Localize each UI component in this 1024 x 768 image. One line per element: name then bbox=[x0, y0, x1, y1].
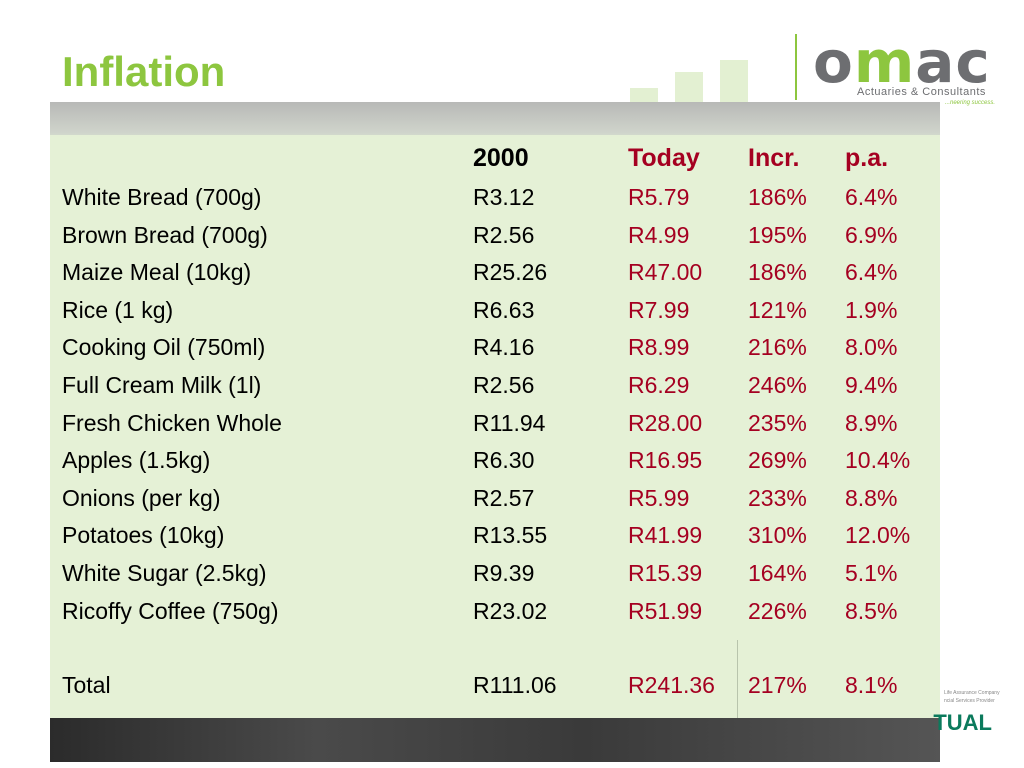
cell-today: R28.00 bbox=[628, 409, 703, 436]
cell-item: Apples (1.5kg) bbox=[62, 447, 211, 474]
cell-y2000: R2.56 bbox=[473, 372, 535, 398]
cell-y2000: R25.26 bbox=[473, 259, 548, 286]
cell-today: R16.95 bbox=[628, 447, 703, 474]
cell-today: R6.29 bbox=[628, 372, 690, 398]
table-row: White Sugar (2.5kg) R9.39 R15.39 164% 5.1% bbox=[62, 556, 942, 590]
cell-pa: 8.5% bbox=[845, 597, 898, 624]
cell-pa: 12.0% bbox=[845, 522, 911, 549]
total-label: Total bbox=[62, 672, 111, 698]
logo-subtitle: Actuaries & Consultants bbox=[857, 86, 986, 98]
cell-pa: 8.0% bbox=[845, 334, 898, 361]
cell-y2000: R3.12 bbox=[473, 184, 535, 210]
cell-today: R15.39 bbox=[628, 560, 703, 586]
table-row: Cooking Oil (750ml) R4.16 R8.99 216% 8.0% bbox=[62, 330, 942, 364]
table-row: Fresh Chicken Whole R11.94 R28.00 235% 8.9% bbox=[62, 406, 942, 440]
table-row: Apples (1.5kg) R6.30 R16.95 269% 10.4% bbox=[62, 443, 942, 477]
background-photo-dark-strip bbox=[50, 718, 940, 762]
cell-incr: 235% bbox=[748, 409, 807, 436]
cell-y2000: R2.57 bbox=[473, 484, 535, 511]
total-pa: 8.1% bbox=[845, 672, 898, 698]
cell-y2000: R2.56 bbox=[473, 221, 535, 248]
cell-incr: 233% bbox=[748, 484, 807, 511]
total-2000: R111.06 bbox=[473, 672, 557, 698]
cell-y2000: R11.94 bbox=[473, 409, 546, 436]
cell-today: R41.99 bbox=[628, 522, 703, 549]
header-pa: p.a. bbox=[845, 144, 889, 172]
cell-y2000: R13.55 bbox=[473, 522, 548, 549]
cell-item: White Sugar (2.5kg) bbox=[62, 560, 267, 586]
table-row: Maize Meal (10kg) R25.26 R47.00 186% 6.4% bbox=[62, 255, 942, 289]
total-today: R241.36 bbox=[628, 672, 715, 698]
table-panel bbox=[50, 135, 940, 718]
decorative-bar bbox=[675, 72, 703, 102]
slide-title: Inflation bbox=[62, 48, 226, 95]
cell-today: R5.99 bbox=[628, 484, 690, 511]
cell-pa: 6.4% bbox=[845, 259, 898, 286]
cell-pa: 6.4% bbox=[845, 184, 898, 210]
cell-pa: 10.4% bbox=[845, 447, 911, 474]
cell-today: R5.79 bbox=[628, 184, 690, 210]
table-row: Potatoes (10kg) R13.55 R41.99 310% 12.0% bbox=[62, 518, 942, 552]
table-row: Ricoffy Coffee (750g) R23.02 R51.99 226% 8.5… bbox=[62, 594, 942, 628]
cell-today: R4.99 bbox=[628, 221, 690, 248]
cell-y2000: R6.63 bbox=[473, 296, 535, 323]
cell-today: R7.99 bbox=[628, 296, 690, 323]
cell-pa: 5.1% bbox=[845, 560, 898, 586]
cell-item: Onions (per kg) bbox=[62, 484, 221, 511]
header-2000: 2000 bbox=[473, 144, 529, 172]
cell-item: Cooking Oil (750ml) bbox=[62, 334, 266, 361]
cell-incr: 269% bbox=[748, 447, 807, 474]
cell-today: R8.99 bbox=[628, 334, 690, 361]
cell-item: White Bread (700g) bbox=[62, 184, 262, 210]
cell-today: R47.00 bbox=[628, 259, 703, 286]
table-header-row: 2000 Today Incr. p.a. bbox=[62, 141, 942, 175]
cell-incr: 216% bbox=[748, 334, 807, 361]
cell-item: Full Cream Milk (1l) bbox=[62, 372, 262, 398]
cell-item: Maize Meal (10kg) bbox=[62, 259, 252, 286]
cell-item: Potatoes (10kg) bbox=[62, 522, 225, 549]
cell-y2000: R23.02 bbox=[473, 597, 548, 624]
logo-tagline: ...neering success. bbox=[945, 100, 996, 106]
footer-small-text: Life Assurance Company bbox=[944, 690, 1000, 696]
cell-y2000: R6.30 bbox=[473, 447, 535, 474]
omac-logo: omac Actuaries & Consultants ...neering … bbox=[795, 28, 1005, 112]
table-row: Brown Bread (700g) R2.56 R4.99 195% 6.9% bbox=[62, 218, 942, 252]
cell-today: R51.99 bbox=[628, 597, 703, 624]
table-row: Rice (1 kg) R6.63 R7.99 121% 1.9% bbox=[62, 293, 942, 327]
cell-pa: 1.9% bbox=[845, 296, 898, 323]
header-today: Today bbox=[628, 144, 700, 172]
total-incr: 217% bbox=[748, 672, 807, 698]
cell-incr: 164% bbox=[748, 560, 807, 586]
cell-pa: 8.8% bbox=[845, 484, 898, 511]
cell-pa: 9.4% bbox=[845, 372, 898, 398]
table-row: Onions (per kg) R2.57 R5.99 233% 8.8% bbox=[62, 481, 942, 515]
cell-item: Fresh Chicken Whole bbox=[62, 409, 282, 436]
table-row: Full Cream Milk (1l) R2.56 R6.29 246% 9.4% bbox=[62, 368, 942, 402]
panel-divider bbox=[737, 640, 738, 718]
header-incr: Incr. bbox=[748, 144, 800, 172]
logo-wordmark: omac bbox=[813, 28, 991, 96]
cell-incr: 246% bbox=[748, 372, 807, 398]
decorative-bar bbox=[720, 60, 748, 102]
cell-pa: 8.9% bbox=[845, 409, 898, 436]
footer-small-text: ncial Services Provider bbox=[944, 698, 995, 704]
cell-y2000: R9.39 bbox=[473, 560, 535, 586]
cell-pa: 6.9% bbox=[845, 221, 898, 248]
cell-incr: 226% bbox=[748, 597, 807, 624]
cell-item: Brown Bread (700g) bbox=[62, 221, 268, 248]
cell-item: Ricoffy Coffee (750g) bbox=[62, 597, 279, 624]
cell-incr: 310% bbox=[748, 522, 807, 549]
cell-incr: 121% bbox=[748, 296, 807, 323]
table-row: White Bread (700g) R3.12 R5.79 186% 6.4% bbox=[62, 180, 942, 214]
cell-incr: 186% bbox=[748, 184, 807, 210]
cell-item: Rice (1 kg) bbox=[62, 296, 174, 323]
cell-incr: 195% bbox=[748, 221, 807, 248]
footer-partial-logo: TUAL bbox=[933, 710, 992, 735]
total-row: Total R111.06 R241.36 217% 8.1% bbox=[62, 668, 942, 702]
decorative-bar bbox=[630, 88, 658, 102]
cell-y2000: R4.16 bbox=[473, 334, 535, 361]
logo-divider bbox=[795, 34, 797, 100]
cell-incr: 186% bbox=[748, 259, 807, 286]
